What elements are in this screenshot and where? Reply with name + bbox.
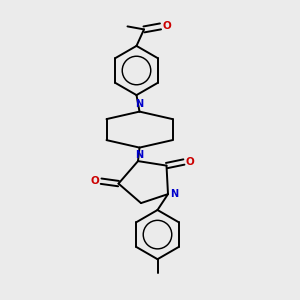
Text: N: N — [170, 189, 178, 199]
Text: N: N — [135, 99, 144, 109]
Text: O: O — [91, 176, 99, 186]
Text: O: O — [163, 21, 172, 32]
Text: O: O — [186, 157, 194, 167]
Text: N: N — [135, 150, 144, 160]
